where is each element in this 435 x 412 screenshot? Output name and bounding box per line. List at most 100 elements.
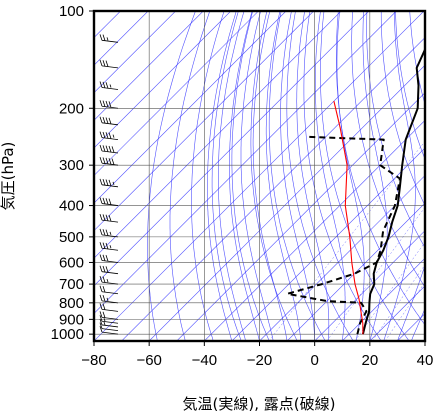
mixing-ratio-line <box>268 140 425 341</box>
x-tick-label: 20 <box>361 352 378 369</box>
wind-barb-flag <box>108 101 112 108</box>
wind-barb-flag <box>102 117 106 124</box>
wind-barb-half-flag <box>106 278 109 283</box>
dry-adiabat-line <box>231 11 270 341</box>
wind-barb-staff <box>101 271 119 275</box>
wind-barb-half-flag <box>103 318 106 322</box>
wind-barb-flag <box>102 214 106 221</box>
isotherm-line <box>94 11 287 204</box>
y-tick-label: 700 <box>59 276 84 293</box>
wind-barb-staff <box>101 308 119 312</box>
moist-adiabat-line <box>424 340 425 341</box>
isotherm-line <box>94 11 259 176</box>
wind-barb-flag <box>102 179 106 186</box>
isotherm-line <box>286 202 425 341</box>
wind-barb-flag <box>105 117 109 124</box>
wind-barb-flag <box>102 197 106 205</box>
wind-barb-staff <box>101 331 119 335</box>
y-tick-label: 100 <box>59 3 84 20</box>
isotherm-line <box>94 11 425 341</box>
mixing-ratio-line <box>354 241 425 341</box>
wind-barb-flag <box>102 60 106 67</box>
dry-adiabat-line <box>366 11 425 249</box>
dry-adiabat-line <box>147 11 196 341</box>
wind-barb-flag <box>108 158 112 165</box>
isotherm-line <box>369 285 425 341</box>
wind-barb-flag <box>99 322 103 329</box>
dry-adiabat-line <box>395 11 425 160</box>
wind-barb-staff <box>101 87 119 90</box>
isotherm-line <box>94 11 342 259</box>
wind-barb-flag <box>99 318 103 326</box>
x-axis-title: 気温(実線), 露点(破線) <box>183 395 336 412</box>
wind-barb-flag <box>105 132 109 139</box>
moist-adiabat-line <box>383 11 416 341</box>
dry-adiabat-line <box>268 11 326 341</box>
wind-barb-flag <box>99 144 103 152</box>
wind-barb-flag <box>99 285 103 292</box>
wind-barb-flag <box>111 146 115 153</box>
wind-barb-flag <box>108 215 112 222</box>
wind-barb-flag <box>99 275 103 283</box>
wind-barb-flag <box>99 34 103 41</box>
wind-barb-flag <box>99 81 103 88</box>
wind-barb-flag <box>105 266 109 273</box>
parcel-line <box>333 100 364 335</box>
wind-barb-flag <box>99 59 103 67</box>
wind-barb-flag <box>111 158 115 165</box>
wind-barb-staff <box>101 122 119 126</box>
isotherm-line <box>341 257 425 341</box>
wind-barb-flag <box>99 131 103 138</box>
dry-adiabat-line <box>409 11 425 106</box>
wind-barb-flag <box>99 303 103 310</box>
wind-barb-half-flag <box>106 37 109 41</box>
y-tick-label: 600 <box>59 254 84 271</box>
wind-barb-flag <box>99 228 103 236</box>
wind-barb-staff <box>101 137 119 140</box>
wind-barb-flag <box>100 3 102 9</box>
wind-barb-flag <box>102 100 106 107</box>
wind-barb-flag <box>99 311 103 318</box>
y-tick-label: 400 <box>59 198 84 215</box>
wind-barb-flag <box>102 34 106 41</box>
wind-barb-flag <box>105 198 109 205</box>
y-tick-label: 200 <box>59 100 84 117</box>
wind-barb-flag <box>99 213 103 221</box>
moist-adiabat-line <box>218 11 246 341</box>
wind-barb-flag <box>108 179 112 186</box>
isotherm-line <box>94 11 315 232</box>
isotherm-line <box>396 312 425 341</box>
wind-barb-flag <box>105 100 109 108</box>
dry-adiabat-line <box>191 11 225 341</box>
moist-adiabat-line <box>207 11 237 341</box>
wind-barb-half-flag <box>109 245 112 249</box>
dry-adiabat-line <box>351 11 425 288</box>
x-tick-label: −20 <box>247 352 272 369</box>
wind-barb-flag <box>102 229 106 236</box>
series-layer <box>286 47 425 335</box>
x-tick-label: −60 <box>136 352 161 369</box>
wind-barb-flag <box>99 254 103 261</box>
x-tick-label: −80 <box>81 352 106 369</box>
wind-barb-flag <box>102 295 106 302</box>
moist-adiabat-line <box>229 11 260 341</box>
moist-adiabat-line <box>280 11 315 341</box>
wind-barb-staff <box>101 320 119 324</box>
mixing-ratio-line <box>384 281 425 341</box>
wind-barb-flag <box>102 145 106 152</box>
wind-barb-staff <box>101 247 119 251</box>
wind-barb-flag <box>99 326 103 333</box>
wind-barb-flag <box>99 265 103 272</box>
isotherm-line <box>314 230 425 341</box>
grid <box>94 11 425 341</box>
moist-adiabat-line <box>265 11 302 341</box>
moist-adiabat-line <box>314 11 346 341</box>
wind-barb-flag <box>108 198 112 205</box>
isotherm-line <box>259 175 425 341</box>
wind-barb-half-flag <box>103 321 106 326</box>
wind-barb-flag <box>105 82 109 89</box>
x-tick-label: 40 <box>417 352 434 369</box>
wind-barb-flag <box>105 179 109 186</box>
